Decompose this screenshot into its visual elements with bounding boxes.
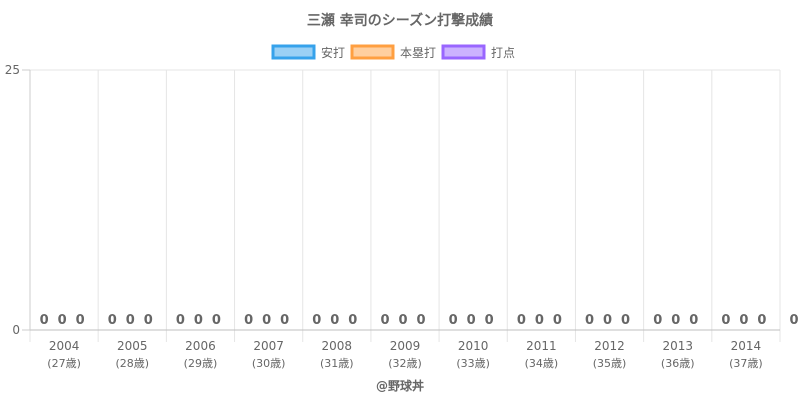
data-label: 0	[176, 313, 185, 328]
x-tick-sublabel: (27歳)	[47, 357, 81, 370]
data-label: 0	[108, 313, 117, 328]
chart-title: 三瀬 幸司のシーズン打撃成績	[307, 12, 493, 29]
y-tick-label: 0	[12, 323, 20, 337]
data-label: 0	[144, 313, 153, 328]
data-label: 0	[467, 313, 476, 328]
data-label: 0	[757, 313, 766, 328]
x-tick-label: 2011	[526, 339, 557, 353]
grid-lines	[22, 69, 781, 342]
legend-swatch	[271, 44, 316, 60]
x-tick-label: 2009	[390, 339, 421, 353]
legend-item[interactable]: 安打	[271, 44, 345, 60]
data-label: 0	[212, 313, 221, 328]
data-label: 0	[40, 313, 49, 328]
data-label: 0	[416, 313, 425, 328]
legend-swatch	[441, 44, 486, 60]
legend-label: 本塁打	[400, 46, 436, 60]
x-tick-sublabel: (31歳)	[320, 357, 354, 370]
data-label: 0	[380, 313, 389, 328]
data-label: 0	[485, 313, 494, 328]
x-tick-sublabel: (37歳)	[729, 357, 763, 370]
x-tick-label: 2004	[49, 339, 80, 353]
x-tick-label: 2010	[458, 339, 489, 353]
data-label: 0	[517, 313, 526, 328]
x-tick-sublabel: (29歳)	[184, 357, 218, 370]
x-tick-sublabel: (34歳)	[525, 357, 559, 370]
x-tick-sublabel: (33歳)	[456, 357, 490, 370]
data-label: 0	[553, 313, 562, 328]
legend-swatch	[350, 44, 395, 60]
x-tick-label: 2008	[322, 339, 353, 353]
y-tick-label: 25	[5, 63, 20, 77]
data-label: 0	[126, 313, 135, 328]
legend-label: 安打	[321, 45, 345, 60]
data-label: 0	[653, 313, 662, 328]
legend: 安打 本塁打 打点	[271, 44, 515, 60]
data-label: 0	[535, 313, 544, 328]
x-tick-label: 2014	[731, 339, 762, 353]
data-label: 0	[621, 313, 630, 328]
data-label: 0	[194, 313, 203, 328]
x-tick-label: 2012	[594, 339, 625, 353]
data-label: 0	[398, 313, 407, 328]
x-axis: 2004 (27歳) 2005 (28歳) 2006 (29歳) 2007 (30歳) 2008…	[47, 339, 762, 370]
x-tick-sublabel: (36歳)	[661, 357, 695, 370]
x-tick-label: 2007	[253, 339, 284, 353]
data-label: 0	[312, 313, 321, 328]
data-label: 0	[739, 313, 748, 328]
data-label: 0	[76, 313, 85, 328]
credit-label: @野球丼	[376, 378, 424, 393]
y-axis: 0 25	[5, 63, 20, 337]
x-tick-label: 2013	[662, 339, 693, 353]
legend-label: 打点	[491, 46, 515, 60]
legend-item[interactable]: 打点	[441, 44, 515, 60]
data-label: 0	[58, 313, 67, 328]
data-label: 0	[330, 313, 339, 328]
x-tick-sublabel: (32歳)	[388, 357, 422, 370]
legend-item[interactable]: 本塁打	[350, 44, 436, 60]
data-label: 0	[280, 313, 289, 328]
x-tick-label: 2006	[185, 339, 216, 353]
data-label: 0	[789, 313, 798, 328]
data-label: 0	[671, 313, 680, 328]
x-tick-sublabel: (28歳)	[115, 357, 149, 370]
data-label: 0	[262, 313, 271, 328]
data-label: 0	[244, 313, 253, 328]
data-label: 0	[348, 313, 357, 328]
data-label: 0	[603, 313, 612, 328]
data-label: 0	[721, 313, 730, 328]
x-tick-sublabel: (35歳)	[593, 357, 627, 370]
x-tick-sublabel: (30歳)	[252, 357, 286, 370]
data-label: 0	[449, 313, 458, 328]
data-label: 0	[689, 313, 698, 328]
x-tick-label: 2005	[117, 339, 148, 353]
data-label: 0	[585, 313, 594, 328]
